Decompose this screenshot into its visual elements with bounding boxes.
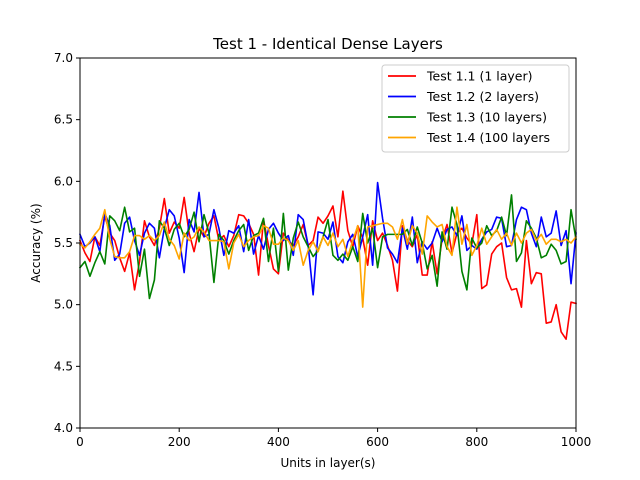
y-tick-label: 4.0: [54, 421, 73, 435]
y-tick-label: 5.5: [54, 236, 73, 250]
y-axis-ticks: 4.0 4.5 5.0 5.5 6.0 6.5 7.0: [54, 51, 80, 435]
legend-box: [381, 64, 570, 153]
x-tick-label: 800: [465, 435, 488, 449]
x-tick-label: 0: [76, 435, 84, 449]
x-axis-ticks: 0 200 400 600 800 1000: [76, 428, 591, 449]
legend-label-3: Test 1.3 (10 layers): [426, 110, 547, 125]
x-tick-label: 400: [267, 435, 290, 449]
y-tick-label: 6.5: [54, 113, 73, 127]
x-tick-label: 1000: [561, 435, 592, 449]
y-tick-label: 6.0: [54, 174, 73, 188]
series-line-4: [78, 206, 578, 308]
series-layer: [78, 181, 578, 341]
x-tick-label: 200: [168, 435, 191, 449]
plot-area: [78, 57, 578, 429]
legend-label-4: Test 1.4 (100 layers: [426, 130, 550, 145]
x-tick-label: 600: [366, 435, 389, 449]
x-axis-label: Units in layer(s): [281, 456, 376, 470]
legend: Test 1.1 (1 layer) Test 1.2 (2 layers) Tes…: [381, 64, 570, 153]
series-line-1: [78, 190, 577, 341]
legend-label-1: Test 1.1 (1 layer): [426, 69, 532, 84]
y-tick-label: 5.0: [54, 298, 73, 312]
y-axis-label: Accuracy (%): [29, 203, 43, 282]
series-line-2: [78, 181, 577, 296]
chart-title: Test 1 - Identical Dense Layers: [212, 35, 443, 53]
y-tick-label: 4.5: [54, 359, 73, 373]
legend-label-2: Test 1.2 (2 layers): [426, 89, 539, 104]
y-tick-label: 7.0: [54, 51, 73, 65]
